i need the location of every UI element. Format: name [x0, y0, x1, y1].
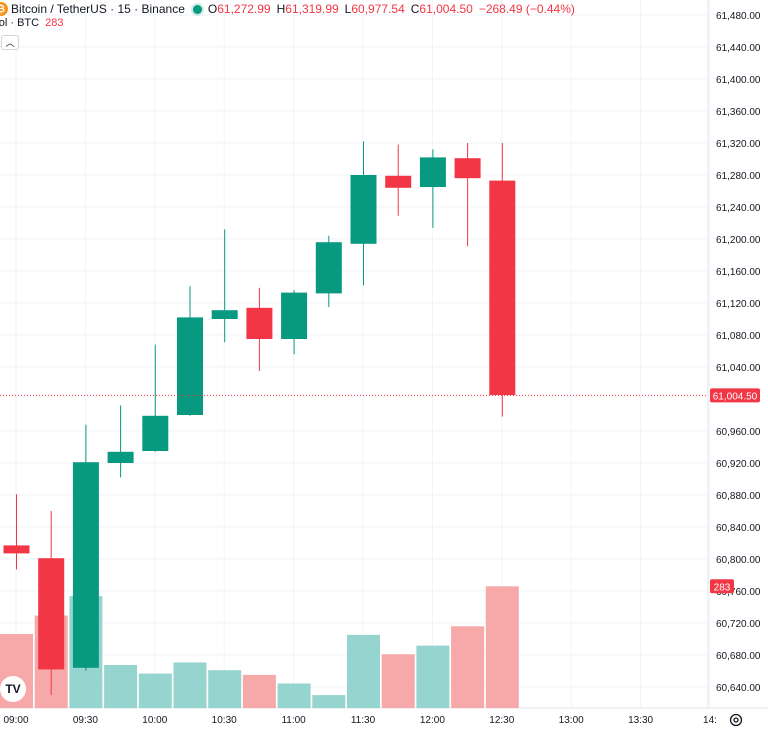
candle-body: [315, 242, 342, 294]
time-tick-label: 13:30: [628, 715, 653, 726]
high-value: 61,319.99: [285, 2, 339, 16]
open-value: 61,272.99: [217, 2, 271, 16]
candle-body: [350, 175, 377, 244]
volume-bar: [485, 586, 519, 708]
tradingview-logo[interactable]: TV: [0, 676, 26, 702]
price-tick-label: 61,320.00: [716, 139, 761, 150]
price-tick-label: 60,880.00: [716, 491, 761, 502]
volume-value: 283: [45, 17, 64, 29]
candle-body: [419, 157, 446, 187]
volume-legend: Vol · BTC 283: [0, 17, 63, 29]
candle-body: [107, 451, 134, 463]
volume-bar: [208, 670, 242, 708]
volume-bar: [173, 662, 207, 708]
price-tick-label: 61,160.00: [716, 267, 761, 278]
candle-body: [142, 415, 169, 451]
time-tick-label: 12:30: [489, 715, 514, 726]
candle-body: [385, 175, 412, 188]
volume-bar: [277, 683, 311, 708]
chevron-up-icon[interactable]: ︿: [1, 35, 19, 50]
price-tick-label: 61,040.00: [716, 363, 761, 374]
volume-bar: [416, 645, 450, 708]
logo-text: TV: [5, 682, 21, 696]
price-tick-label: 61,360.00: [716, 107, 761, 118]
price-tick-label: 60,720.00: [716, 619, 761, 630]
time-tick-label: 14:: [703, 715, 717, 726]
market-status-icon[interactable]: [192, 4, 202, 14]
symbol-legend: ₿ Bitcoin / TetherUS · 15 · Binance O 61,…: [0, 0, 575, 18]
time-scale[interactable]: 09:00 09:30 10:00 10:30 11:00 11:30 12:00 12:30…: [3, 715, 716, 726]
time-tick-label: 10:00: [142, 715, 167, 726]
close-key: C: [410, 2, 420, 16]
change-value: −268.49 (−0.44%): [478, 2, 575, 16]
price-tick-label: 61,280.00: [716, 171, 761, 182]
candle-body: [454, 158, 481, 179]
price-tick-label: 60,840.00: [716, 523, 761, 534]
last-price-label: 61,004.50: [713, 391, 758, 402]
volume-bar: [312, 695, 346, 708]
candle-body: [489, 180, 516, 395]
bitcoin-coin-icon: ₿: [0, 2, 8, 16]
candle-body: [3, 545, 30, 554]
candle-body: [38, 558, 65, 670]
candle-body: [177, 317, 203, 415]
volume-bar: [242, 674, 276, 708]
grid-lines: [0, 0, 768, 709]
last-volume-label: 283: [714, 582, 731, 593]
close-value: 61,004.50: [419, 2, 473, 16]
price-tick-label: 61,400.00: [716, 75, 761, 86]
settings-gear-icon[interactable]: [728, 712, 744, 728]
high-key: H: [276, 2, 286, 16]
time-tick-label: 09:30: [73, 715, 98, 726]
price-scale[interactable]: 61,480.00 61,440.00 61,400.00 61,360.00 61,3…: [710, 11, 761, 694]
price-tick-label: 60,680.00: [716, 651, 761, 662]
price-tick-label: 60,760.00: [716, 587, 761, 598]
price-tick-label: 61,200.00: [716, 235, 761, 246]
time-tick-label: 11:30: [351, 715, 376, 726]
time-tick-label: 13:00: [559, 715, 584, 726]
price-tick-label: 60,920.00: [716, 459, 761, 470]
volume-bar: [381, 654, 415, 708]
symbol-title[interactable]: Bitcoin / TetherUS · 15 · Binance: [11, 2, 185, 16]
low-key: L: [344, 2, 352, 16]
time-tick-label: 12:00: [420, 715, 445, 726]
price-tick-label: 60,800.00: [716, 555, 761, 566]
volume-bar: [347, 634, 380, 708]
candle-body: [246, 307, 273, 339]
open-key: O: [207, 2, 218, 16]
price-tick-label: 61,440.00: [716, 43, 761, 54]
candle-body: [72, 462, 99, 668]
volume-bar: [138, 673, 172, 708]
low-value: 60,977.54: [351, 2, 405, 16]
candle-body: [211, 310, 238, 319]
price-tick-label: 61,240.00: [716, 203, 761, 214]
last-volume-tag: [710, 579, 734, 594]
volume-bar: [104, 665, 138, 708]
price-tick-label: 61,480.00: [716, 11, 761, 22]
price-tick-label: 60,640.00: [716, 683, 761, 694]
volume-label: Vol · BTC: [0, 17, 40, 29]
candle-body: [281, 292, 308, 339]
volume-bar: [451, 626, 485, 708]
price-tick-label: 61,120.00: [716, 299, 761, 310]
price-tick-label: 61,080.00: [716, 331, 761, 342]
ohlc-values: O 61,272.99 H 61,319.99 L 60,977.54 C 61,004…: [208, 2, 575, 16]
last-price-tag: [710, 388, 760, 403]
candlesticks: [3, 141, 516, 695]
price-tick-label: 60,960.00: [716, 427, 761, 438]
time-tick-label: 11:00: [281, 715, 306, 726]
time-tick-label: 09:00: [3, 715, 28, 726]
time-tick-label: 10:30: [212, 715, 237, 726]
